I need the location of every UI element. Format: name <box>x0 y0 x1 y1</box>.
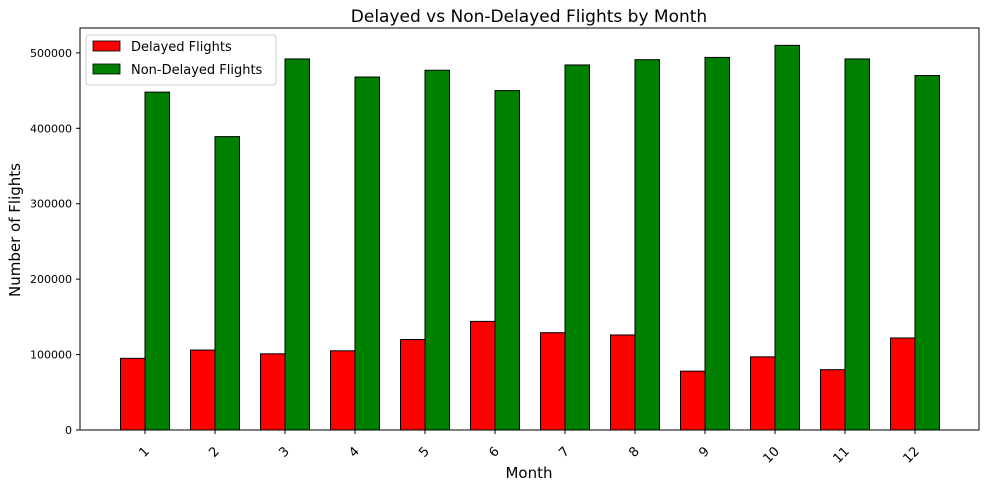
y-tick-label: 100000 <box>30 349 72 362</box>
non-delayed-bar-month-1 <box>144 91 170 431</box>
y-axis-label: Number of Flights <box>6 163 24 297</box>
delayed-bar-month-9 <box>680 370 706 431</box>
legend: Delayed Flights Non-Delayed Flights <box>85 34 277 86</box>
y-tick-label: 300000 <box>30 198 72 211</box>
delayed-bar-month-4 <box>330 350 356 431</box>
non-delayed-bar-month-5 <box>424 69 450 431</box>
y-tick-label: 400000 <box>30 122 72 135</box>
non-delayed-bar-month-9 <box>704 56 730 431</box>
non-delayed-bar-month-3 <box>284 58 310 431</box>
delayed-bar-month-7 <box>540 332 566 431</box>
delayed-bar-month-8 <box>610 334 636 431</box>
non-delayed-bar-month-6 <box>494 90 520 431</box>
y-tick-label: 200000 <box>30 273 72 286</box>
bars <box>120 44 940 431</box>
legend-box <box>85 34 277 86</box>
delayed-bar-month-1 <box>120 357 146 431</box>
legend-label-non-delayed: Non-Delayed Flights <box>131 63 263 78</box>
y-axis-ticks: 0 100000 200000 300000 400000 500000 <box>30 47 80 437</box>
non-delayed-bar-month-11 <box>844 58 870 431</box>
non-delayed-bar-month-2 <box>214 136 240 431</box>
y-tick-label: 0 <box>65 424 72 437</box>
non-delayed-bar-month-7 <box>564 64 590 431</box>
chart-title: Delayed vs Non-Delayed Flights by Month <box>351 7 707 27</box>
non-delayed-bar-month-8 <box>634 59 660 431</box>
legend-label-delayed: Delayed Flights <box>131 40 232 55</box>
plot-frame <box>79 27 980 431</box>
non-delayed-bar-month-12 <box>914 75 940 431</box>
delayed-bar-month-6 <box>470 320 496 431</box>
y-tick-label: 500000 <box>30 47 72 60</box>
legend-swatch-delayed <box>92 40 121 52</box>
non-delayed-bar-month-10 <box>774 44 800 431</box>
delayed-bar-month-5 <box>400 338 426 431</box>
delayed-bar-month-2 <box>190 349 216 431</box>
legend-swatch-non-delayed <box>92 63 121 75</box>
delayed-bar-month-12 <box>890 337 916 431</box>
delayed-bar-month-10 <box>750 356 776 431</box>
delayed-bar-month-3 <box>260 353 286 431</box>
delayed-bar-month-11 <box>820 369 846 431</box>
x-axis-label: Month <box>505 464 552 482</box>
non-delayed-bar-month-4 <box>354 76 380 431</box>
